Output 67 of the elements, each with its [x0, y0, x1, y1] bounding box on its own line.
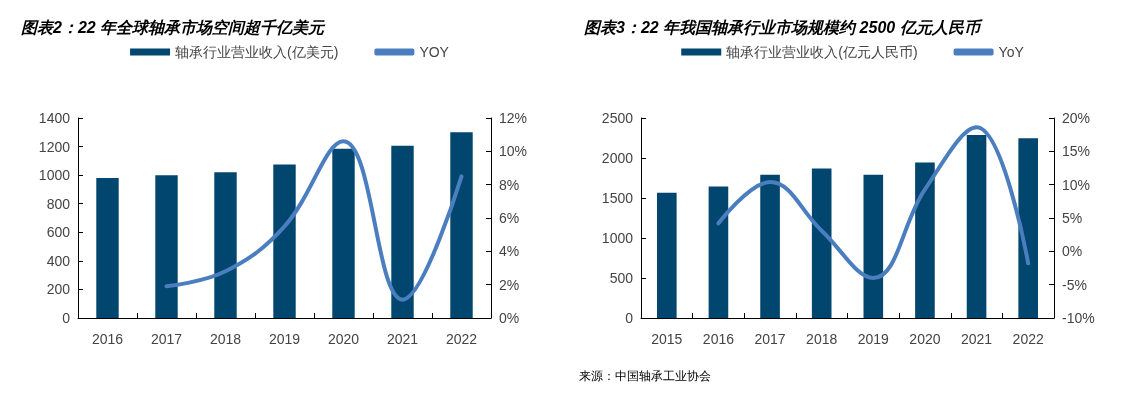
y-tick-label: 400: [46, 252, 71, 269]
y2-tick-label: -10%: [1062, 310, 1095, 326]
y-tick-label: 800: [46, 195, 71, 212]
y2-tick-label: 2%: [499, 276, 520, 293]
x-tick-label: 2017: [150, 331, 183, 347]
x-tick-label: 2019: [268, 331, 301, 347]
y-tick-label: 1500: [601, 190, 634, 206]
x-tick-label: 2016: [91, 331, 124, 347]
x-tick-label: 2021: [386, 331, 419, 347]
bar: [915, 162, 935, 318]
y-tick-label: 1000: [601, 230, 634, 246]
x-tick-label: 2016: [702, 331, 735, 347]
source-note: 来源：中国轴承工业协会: [579, 369, 711, 383]
y-tick-label: 500: [609, 270, 634, 286]
x-tick-label: 2015: [651, 331, 683, 347]
bar: [708, 186, 729, 318]
y-tick-label: 0: [625, 310, 634, 326]
bar: [966, 135, 987, 318]
legend-label: YOY: [419, 44, 450, 60]
line-series: [164, 139, 464, 302]
x-tick-label: 2022: [1012, 331, 1044, 347]
x-tick-label: 2020: [327, 331, 360, 347]
y2-tick-label: 10%: [499, 143, 528, 160]
line-series: [716, 125, 1031, 280]
y-tick-label: 2000: [601, 150, 634, 166]
y-tick-label: 1000: [38, 167, 71, 184]
bar: [332, 148, 355, 318]
x-tick-label: 2020: [909, 331, 941, 347]
y2-tick-label: 10%: [1062, 176, 1091, 193]
bar: [450, 132, 473, 318]
bar: [391, 145, 414, 318]
y2-tick-label: 6%: [499, 210, 520, 226]
y2-tick-label: 8%: [499, 176, 520, 193]
x-tick-label: 2019: [857, 331, 890, 347]
y-tick-label: 600: [46, 224, 71, 241]
legend-label: YoY: [998, 44, 1025, 60]
y2-tick-label: 12%: [499, 110, 528, 126]
legend-label: 轴承行业营业收入(亿元人民币): [726, 44, 918, 60]
y2-tick-label: 4%: [499, 243, 520, 260]
y-tick-label: 200: [46, 281, 71, 298]
y-tick-label: 1200: [38, 138, 71, 155]
y2-tick-label: 0%: [499, 310, 520, 326]
y-tick-label: 2500: [601, 110, 634, 126]
x-tick-label: 2022: [445, 331, 478, 347]
bar: [1018, 138, 1038, 318]
legend-label: 轴承行业营业收入(亿美元): [175, 44, 339, 60]
x-tick-label: 2018: [209, 331, 242, 347]
y2-tick-label: 20%: [1062, 110, 1091, 126]
bar: [155, 175, 178, 318]
chart-title: 图表3：22 年我国轴承行业市场规模约 2500 亿元人民币: [584, 18, 983, 36]
y2-tick-label: 5%: [1062, 210, 1083, 226]
bar: [214, 172, 237, 318]
bar: [273, 164, 296, 318]
x-tick-label: 2017: [754, 331, 786, 347]
y2-tick-label: 0%: [1062, 243, 1083, 260]
y2-tick-label: 15%: [1062, 143, 1091, 160]
x-tick-label: 2021: [960, 331, 993, 347]
y-tick-label: 1400: [38, 110, 71, 126]
x-tick-label: 2018: [806, 331, 838, 347]
bar: [760, 174, 780, 318]
bar: [96, 178, 119, 318]
bar: [657, 192, 677, 318]
y-tick-label: 0: [62, 310, 71, 326]
bar: [863, 174, 884, 318]
bar: [811, 168, 832, 318]
chart-title: 图表2：22 年全球轴承市场空间超千亿美元: [21, 17, 327, 36]
y2-tick-label: -5%: [1062, 276, 1087, 293]
